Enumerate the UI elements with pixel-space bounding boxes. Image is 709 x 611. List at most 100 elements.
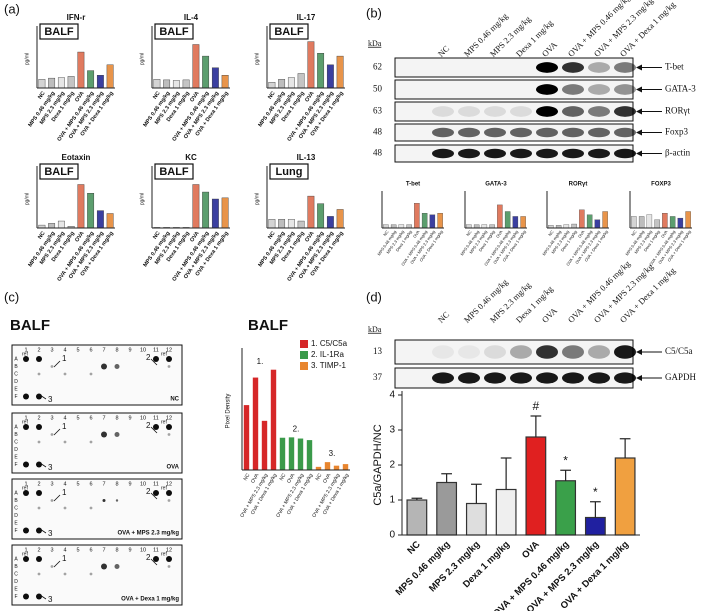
bar bbox=[669, 216, 676, 229]
bar bbox=[211, 198, 219, 229]
bar bbox=[317, 203, 325, 229]
x-tick-label: NC bbox=[152, 91, 161, 101]
dot bbox=[101, 363, 107, 370]
row-label: B bbox=[14, 498, 18, 504]
panel-label: (a) bbox=[4, 1, 20, 16]
group-label: 3. bbox=[329, 449, 336, 458]
column-label: 12 bbox=[166, 415, 172, 421]
dot bbox=[102, 499, 106, 502]
panel-name: NC bbox=[170, 397, 179, 403]
marker: 1 bbox=[62, 488, 67, 497]
bar bbox=[172, 80, 180, 89]
row-label: F bbox=[14, 462, 17, 468]
band bbox=[510, 372, 532, 384]
bar bbox=[243, 405, 250, 470]
bar bbox=[57, 220, 65, 229]
row-label: C bbox=[14, 439, 18, 445]
bar bbox=[67, 76, 75, 89]
blot-label: RORγt bbox=[665, 106, 690, 116]
blot-label: C5/C5a bbox=[665, 346, 693, 356]
bar bbox=[342, 464, 349, 470]
bar bbox=[307, 195, 315, 229]
x-tick-label: OVA bbox=[412, 229, 421, 239]
ref-label: ref bbox=[22, 419, 28, 425]
bar bbox=[336, 209, 344, 229]
band bbox=[614, 106, 636, 117]
blot-label: β-actin bbox=[665, 148, 691, 158]
bar bbox=[163, 79, 171, 89]
ref-label: ref bbox=[22, 485, 28, 491]
panel-name: OVA + Dexa 1 mg/kg bbox=[121, 597, 179, 603]
bar bbox=[192, 44, 200, 89]
dot bbox=[36, 393, 42, 400]
tag-box bbox=[39, 163, 79, 180]
dot bbox=[114, 432, 120, 437]
legend-swatch bbox=[300, 351, 308, 359]
bar bbox=[270, 369, 277, 470]
dot bbox=[114, 364, 120, 369]
blot-label: T-bet bbox=[665, 62, 684, 72]
y-tick-label: 1 bbox=[389, 495, 395, 506]
dot bbox=[37, 572, 41, 576]
y-tick-label: 0 bbox=[389, 530, 395, 541]
y-axis-label: pg/ml bbox=[139, 193, 145, 205]
band bbox=[484, 127, 506, 138]
marker-line bbox=[53, 428, 61, 436]
dot bbox=[37, 506, 41, 510]
row-label: F bbox=[14, 394, 17, 400]
annotation: * bbox=[593, 485, 598, 499]
kda: 62 bbox=[373, 62, 382, 72]
legend-label: 1. C5/C5a bbox=[311, 339, 348, 348]
y-tick-label: 2 bbox=[389, 460, 395, 471]
column-label: 3 bbox=[50, 415, 53, 421]
dot bbox=[153, 556, 159, 562]
tag-box bbox=[269, 163, 309, 180]
bar bbox=[512, 216, 519, 229]
tag-box bbox=[269, 23, 309, 40]
band bbox=[562, 345, 584, 359]
x-tick-label: OVA bbox=[74, 231, 86, 244]
dot bbox=[167, 499, 171, 502]
dot bbox=[166, 490, 172, 496]
ref-label: ref bbox=[22, 551, 28, 557]
y-axis-label: pg/ml bbox=[254, 193, 260, 205]
dot bbox=[36, 424, 42, 430]
marker: 3 bbox=[48, 463, 53, 472]
column-label: 8 bbox=[115, 547, 118, 553]
row-label: D bbox=[14, 379, 18, 385]
bar bbox=[579, 209, 585, 229]
bar bbox=[297, 73, 305, 89]
chart-title: Eotaxin bbox=[62, 153, 91, 162]
x-tick-label: OVA bbox=[250, 472, 261, 484]
dot bbox=[23, 527, 29, 534]
dot bbox=[36, 490, 42, 496]
bar bbox=[495, 488, 517, 536]
bar bbox=[48, 223, 56, 229]
y-axis-label: pg/ml bbox=[254, 53, 260, 65]
chart-title: IL-4 bbox=[184, 13, 199, 22]
bar bbox=[287, 219, 295, 229]
band bbox=[510, 345, 532, 359]
legend-label: 3. TIMP-1 bbox=[311, 361, 347, 370]
ref-label: ref bbox=[161, 551, 167, 557]
column-label: 12 bbox=[166, 547, 172, 553]
row-label: E bbox=[14, 586, 18, 592]
bar bbox=[336, 55, 344, 89]
band bbox=[614, 148, 636, 159]
dot bbox=[89, 372, 93, 376]
marker: 1 bbox=[62, 554, 67, 563]
marker-line bbox=[53, 494, 61, 502]
band bbox=[614, 62, 636, 73]
column-label: 8 bbox=[115, 415, 118, 421]
chart-title: RORγt bbox=[569, 182, 588, 188]
panel-name: OVA + MPS 2.3 mg/kg bbox=[117, 531, 179, 537]
x-tick-label: OVA bbox=[577, 229, 586, 239]
bar bbox=[202, 191, 210, 229]
band bbox=[588, 372, 610, 384]
bar bbox=[221, 75, 229, 89]
column-label: 10 bbox=[140, 347, 146, 353]
marker-line bbox=[39, 394, 47, 400]
x-tick-label: NC bbox=[630, 229, 637, 237]
bar bbox=[48, 77, 56, 89]
column-label: 4 bbox=[63, 547, 66, 553]
